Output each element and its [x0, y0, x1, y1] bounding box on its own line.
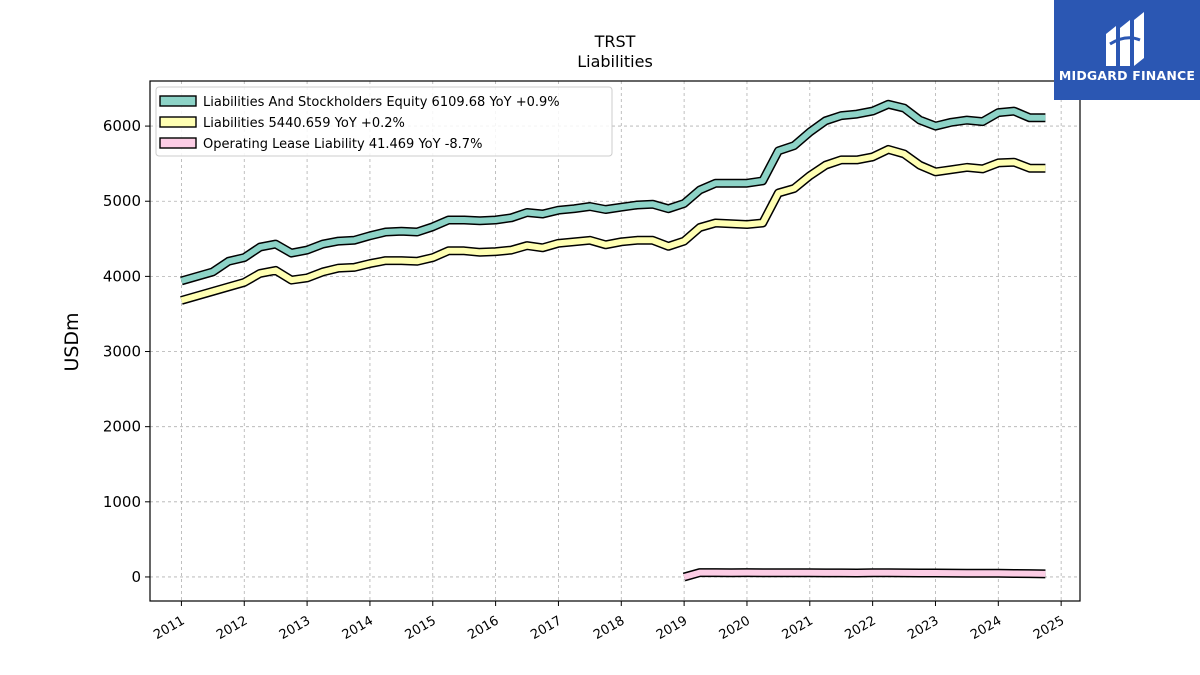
- legend-swatch: [159, 137, 197, 149]
- y-tick-label: 1000: [103, 493, 141, 511]
- y-tick-label: 3000: [103, 343, 141, 361]
- y-tick-label: 4000: [103, 267, 141, 285]
- x-tick-label: 2025: [1031, 613, 1067, 643]
- brand-logo: MIDGARD FINANCE: [1054, 0, 1200, 100]
- y-axis-label: USDm: [61, 312, 83, 371]
- legend-swatch: [159, 116, 197, 128]
- series-layer: [180, 99, 1046, 582]
- plot-frame: [149, 80, 1081, 602]
- legend: Liabilities And Stockholders Equity 6109…: [155, 86, 613, 157]
- legend-entry: Liabilities And Stockholders Equity 6109…: [203, 95, 560, 110]
- x-tick-label: 2022: [842, 613, 878, 643]
- x-tick-label: 2012: [214, 613, 250, 643]
- x-tick-label: 2023: [905, 613, 941, 643]
- x-tick-label: 2019: [654, 613, 690, 643]
- x-tick-label: 2024: [968, 613, 1004, 643]
- legend-box: [155, 86, 613, 157]
- y-tick-label: 0: [131, 568, 141, 586]
- x-tick-label: 2021: [780, 613, 816, 643]
- x-tick-label: 2013: [277, 613, 313, 643]
- x-tick-label: 2014: [340, 613, 376, 643]
- legend-swatch: [159, 95, 197, 107]
- x-tick-label: 2016: [465, 613, 501, 643]
- brand-mark-icon: [1106, 12, 1144, 66]
- y-tick-label: 6000: [103, 117, 141, 135]
- y-tick-label: 5000: [103, 192, 141, 210]
- x-axis: 2011 2012 2013 2014 2015 2016 2017 2018 2019 2020…: [151, 601, 1067, 643]
- series-line-2: [683, 569, 1046, 580]
- grid: [150, 81, 1080, 601]
- x-tick-label: 2018: [591, 613, 627, 643]
- x-tick-label: 2015: [403, 613, 439, 643]
- chart-title: TRST: [594, 32, 636, 51]
- legend-entry: Operating Lease Liability 41.469 YoY -8.…: [203, 137, 482, 152]
- x-tick-label: 2020: [717, 613, 753, 643]
- y-tick-label: 2000: [103, 418, 141, 436]
- x-tick-label: 2011: [151, 613, 187, 643]
- brand-name: MIDGARD FINANCE: [1058, 68, 1196, 83]
- chart-subtitle: Liabilities: [577, 52, 653, 71]
- x-tick-label: 2017: [528, 613, 564, 643]
- y-axis: 0 1000 2000 3000 4000 5000 6000: [103, 117, 150, 586]
- series-line-0: [180, 101, 1046, 284]
- legend-entry: Liabilities 5440.659 YoY +0.2%: [203, 116, 405, 131]
- series-line-1: [180, 146, 1046, 304]
